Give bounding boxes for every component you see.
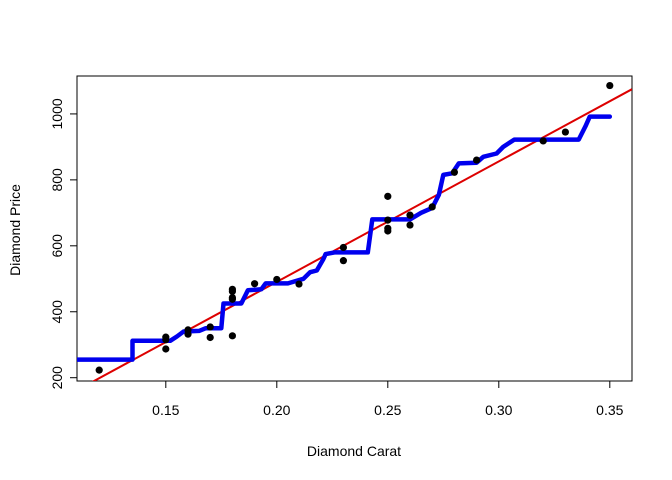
- x-tick-label: 0.35: [596, 402, 623, 418]
- data-point: [450, 168, 458, 176]
- x-tick-label: 0.20: [263, 402, 290, 418]
- data-point: [162, 333, 170, 341]
- y-axis-title: Diamond Price: [7, 184, 23, 276]
- data-point: [384, 224, 392, 232]
- data-point: [606, 81, 614, 90]
- x-tick-label: 0.25: [374, 402, 401, 418]
- data-point: [228, 332, 236, 340]
- data-point: [228, 285, 236, 293]
- data-point: [539, 137, 547, 145]
- data-point: [384, 216, 392, 224]
- y-axis: 200 400 600 800 1000: [49, 98, 77, 389]
- y-tick-label: 1000: [49, 98, 65, 129]
- plot-box: [76, 75, 633, 382]
- data-point: [384, 192, 392, 200]
- plot-frame: [76, 75, 633, 382]
- y-tick-label: 600: [49, 234, 65, 258]
- step-line: [77, 114, 613, 362]
- scatter-points: [95, 81, 614, 374]
- data-point: [406, 211, 414, 219]
- data-point: [206, 333, 214, 342]
- y-tick-label: 400: [49, 300, 65, 324]
- data-point: [428, 203, 436, 211]
- x-tick-label: 0.30: [485, 402, 512, 418]
- regression-line: [91, 88, 632, 381]
- y-tick-label: 200: [49, 366, 65, 390]
- y-tick-label: 800: [49, 168, 65, 192]
- data-point: [339, 257, 347, 265]
- data-point: [228, 293, 236, 302]
- x-tick-label: 0.15: [152, 402, 179, 418]
- x-axis: 0.15 0.20 0.25 0.30 0.35: [152, 381, 624, 418]
- data-point: [561, 128, 570, 136]
- step-fit-line: [77, 114, 613, 362]
- data-point: [295, 280, 303, 288]
- data-point: [251, 280, 259, 288]
- data-point: [162, 345, 170, 353]
- data-point: [339, 243, 347, 252]
- x-axis-title: Diamond Carat: [307, 443, 401, 459]
- data-point: [406, 221, 414, 229]
- data-point: [206, 323, 214, 331]
- data-point: [95, 366, 103, 374]
- data-point: [473, 156, 481, 164]
- data-point: [184, 326, 192, 334]
- fit-line: [91, 88, 632, 381]
- data-point: [273, 275, 281, 284]
